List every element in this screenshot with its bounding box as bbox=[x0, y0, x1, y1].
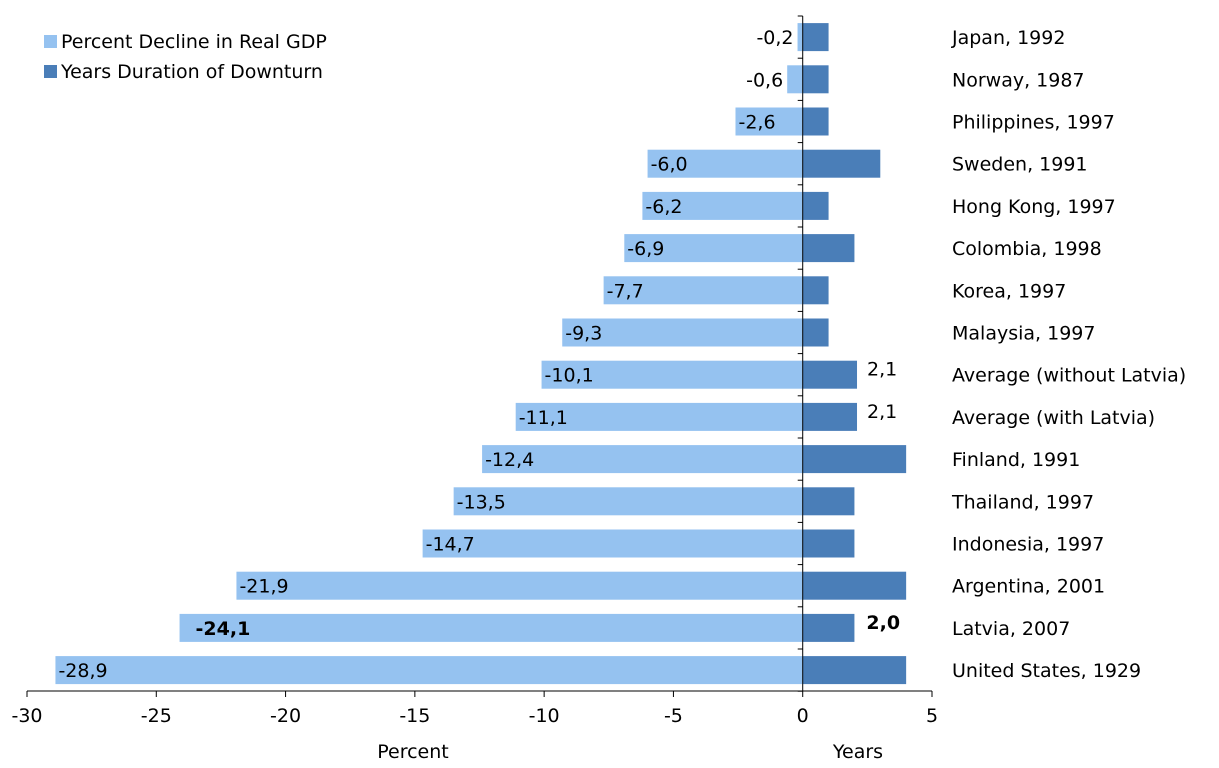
bar-years-duration bbox=[802, 613, 855, 642]
bar-gdp-decline bbox=[603, 276, 803, 305]
value-label-gdp: -7,7 bbox=[607, 280, 644, 302]
bars-layer bbox=[55, 23, 907, 685]
x-tick-label: -30 bbox=[11, 705, 42, 727]
category-label: Colombia, 1998 bbox=[952, 238, 1102, 260]
bar-years-duration bbox=[802, 65, 829, 94]
category-label: Malaysia, 1997 bbox=[952, 323, 1095, 345]
value-label-gdp: -6,2 bbox=[645, 196, 682, 218]
bar-years-duration bbox=[802, 234, 855, 263]
bar-gdp-decline bbox=[735, 107, 803, 136]
value-label-gdp: -0,2 bbox=[756, 27, 793, 49]
value-label-gdp: -6,9 bbox=[627, 238, 664, 260]
bar-gdp-decline bbox=[541, 360, 803, 389]
x-tick-label: -10 bbox=[529, 705, 560, 727]
bar-years-duration bbox=[802, 402, 858, 431]
bar-years-duration bbox=[802, 360, 858, 389]
value-label-gdp: -28,9 bbox=[58, 660, 107, 682]
value-label-gdp: -6,0 bbox=[651, 154, 688, 176]
bar-years-duration bbox=[802, 149, 881, 178]
bar-years-duration bbox=[802, 445, 907, 474]
bar-gdp-decline bbox=[562, 318, 803, 347]
category-label: Average (with Latvia) bbox=[952, 407, 1155, 429]
legend-label-years: Years Duration of Downturn bbox=[60, 61, 323, 83]
x-tick-label: -25 bbox=[141, 705, 172, 727]
bar-years-duration bbox=[802, 571, 907, 600]
bar-gdp-decline bbox=[797, 23, 803, 52]
category-label: Thailand, 1997 bbox=[951, 491, 1094, 513]
legend-swatch-gdp bbox=[44, 35, 57, 48]
value-label-years: 2,0 bbox=[866, 612, 900, 634]
bar-gdp-decline bbox=[236, 571, 803, 600]
x-tick-label: 5 bbox=[926, 705, 938, 727]
category-label: Average (without Latvia) bbox=[952, 365, 1186, 387]
bar-gdp-decline bbox=[55, 656, 803, 685]
bar-years-duration bbox=[802, 107, 829, 136]
bar-years-duration bbox=[802, 318, 829, 347]
value-label-gdp: -14,7 bbox=[426, 534, 475, 556]
value-label-gdp: -12,4 bbox=[485, 449, 534, 471]
category-label: Sweden, 1991 bbox=[952, 154, 1088, 176]
value-label-years: 2,1 bbox=[867, 359, 897, 381]
x-axis-label-years: Years bbox=[832, 741, 883, 763]
bar-gdp-decline bbox=[647, 149, 803, 178]
legend: Percent Decline in Real GDP Years Durati… bbox=[44, 31, 327, 83]
value-label-gdp: -10,1 bbox=[545, 365, 594, 387]
bar-gdp-decline bbox=[179, 613, 803, 642]
category-label: Japan, 1992 bbox=[951, 27, 1065, 49]
ticks-layer: -30 -25 -20 -15 -10 -5 0 5 bbox=[11, 15, 938, 727]
value-label-gdp: -0,6 bbox=[746, 69, 783, 91]
legend-swatch-years bbox=[44, 65, 57, 78]
x-tick-label: -5 bbox=[664, 705, 683, 727]
category-label: Philippines, 1997 bbox=[952, 112, 1115, 134]
bar-years-duration bbox=[802, 487, 855, 516]
value-label-gdp: -2,6 bbox=[738, 112, 775, 134]
category-label: Finland, 1991 bbox=[952, 449, 1080, 471]
bar-years-duration bbox=[802, 276, 829, 305]
bar-years-duration bbox=[802, 529, 855, 558]
bar-gdp-decline bbox=[642, 191, 803, 220]
x-tick-label: -15 bbox=[399, 705, 430, 727]
value-label-gdp: -24,1 bbox=[196, 618, 251, 640]
value-label-years: 2,1 bbox=[867, 401, 897, 423]
category-label: Hong Kong, 1997 bbox=[952, 196, 1116, 218]
value-label-gdp: -21,9 bbox=[239, 576, 288, 598]
bar-gdp-decline bbox=[787, 65, 803, 94]
bar-years-duration bbox=[802, 656, 907, 685]
category-labels-layer: Japan, 1992 Norway, 1987 Philippines, 1997… bbox=[951, 27, 1186, 682]
value-label-gdp: -13,5 bbox=[457, 491, 506, 513]
x-tick-label: -20 bbox=[270, 705, 301, 727]
bar-gdp-decline bbox=[624, 234, 803, 263]
value-label-gdp: -9,3 bbox=[565, 323, 602, 345]
category-label: Norway, 1987 bbox=[952, 69, 1085, 91]
legend-label-gdp: Percent Decline in Real GDP bbox=[61, 31, 327, 53]
bar-years-duration bbox=[802, 23, 829, 52]
bar-gdp-decline bbox=[482, 445, 803, 474]
bar-gdp-decline bbox=[515, 402, 803, 431]
bar-gdp-decline bbox=[422, 529, 803, 558]
category-label: Korea, 1997 bbox=[952, 280, 1066, 302]
category-label: Indonesia, 1997 bbox=[952, 534, 1104, 556]
value-label-gdp: -11,1 bbox=[519, 407, 568, 429]
value-labels-layer: -0,2 -0,6 -2,6 -6,0 -6,2 -6,9 -7,7-9,3 -10,1 2,1… bbox=[58, 27, 900, 682]
category-label: Latvia, 2007 bbox=[952, 618, 1070, 640]
x-axis-label-percent: Percent bbox=[377, 741, 449, 763]
x-tick-label: 0 bbox=[797, 705, 809, 727]
category-label: United States, 1929 bbox=[952, 660, 1141, 682]
bar-gdp-decline bbox=[453, 487, 803, 516]
bar-years-duration bbox=[802, 191, 829, 220]
category-label: Argentina, 2001 bbox=[952, 576, 1105, 598]
